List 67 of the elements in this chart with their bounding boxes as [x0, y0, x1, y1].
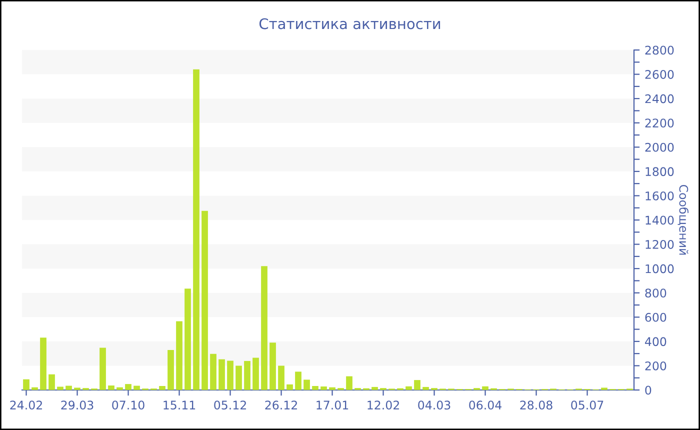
bar	[210, 354, 216, 390]
bar	[218, 359, 225, 390]
x-tick-label: 15.11	[164, 400, 196, 410]
bar	[66, 386, 72, 390]
x-tick-label: 24.02	[10, 400, 42, 410]
bar	[40, 338, 46, 390]
bar	[116, 387, 123, 390]
x-tick-label: 05.07	[571, 400, 604, 410]
x-tick-label: 26.12	[265, 400, 297, 410]
y-tick-label: 2200	[645, 118, 674, 128]
bar	[193, 69, 200, 390]
x-tick-label: 12.02	[368, 400, 399, 410]
y-tick-label: 200	[645, 361, 666, 370]
bar	[23, 379, 30, 390]
y-tick-label: 1400	[646, 216, 674, 225]
bar	[176, 321, 182, 390]
y-tick-label: 2000	[645, 142, 674, 152]
bar	[227, 360, 234, 390]
bar	[414, 380, 420, 390]
y-tick-label: 2800	[645, 46, 674, 55]
y-tick-label: 800	[645, 288, 666, 298]
bar	[32, 387, 38, 390]
bar	[125, 384, 132, 390]
bar	[108, 386, 114, 390]
bar	[286, 384, 293, 390]
bar	[202, 210, 208, 390]
bar	[236, 366, 242, 390]
bar	[482, 386, 488, 390]
y-tick-label: 2400	[645, 94, 674, 104]
y-tick-label: 600	[645, 312, 666, 322]
bar	[134, 386, 140, 390]
x-tick-label: 04.03	[418, 400, 450, 410]
bar	[261, 266, 268, 390]
y-tick-label: 1600	[646, 191, 674, 200]
bar	[304, 380, 310, 390]
bar	[270, 342, 276, 390]
bar	[422, 386, 429, 390]
bar	[244, 360, 250, 390]
x-tick-label: 05.12	[214, 400, 246, 410]
bar	[168, 350, 174, 390]
x-tick-label: 17.01	[316, 400, 348, 410]
chart-title: Статистика активности	[259, 18, 440, 30]
y-tick-label: 1200	[646, 240, 674, 249]
bar	[48, 374, 55, 390]
bar	[372, 386, 378, 390]
x-tick-label: 06.04	[469, 400, 502, 410]
bar	[295, 372, 302, 390]
bar	[320, 386, 327, 390]
bar	[100, 348, 106, 390]
bar	[57, 386, 64, 390]
y-tick-label: 1000	[646, 264, 674, 274]
x-tick-label: 29.03	[61, 400, 94, 410]
y-tick-label: 2600	[645, 70, 674, 79]
bar	[329, 387, 336, 390]
bar	[159, 386, 166, 390]
x-tick-label: 07.10	[112, 400, 144, 410]
y-tick-label: 0	[645, 386, 652, 395]
bar	[312, 386, 318, 390]
y-axis-title: Сообщений	[678, 184, 689, 255]
y-tick-label: 400	[644, 337, 666, 346]
bar	[184, 288, 191, 390]
bar	[346, 376, 352, 390]
bar	[252, 358, 259, 390]
x-tick-label: 28.08	[520, 400, 552, 410]
bar	[406, 386, 412, 390]
y-tick-label: 1800	[646, 167, 674, 176]
bar	[278, 366, 284, 390]
